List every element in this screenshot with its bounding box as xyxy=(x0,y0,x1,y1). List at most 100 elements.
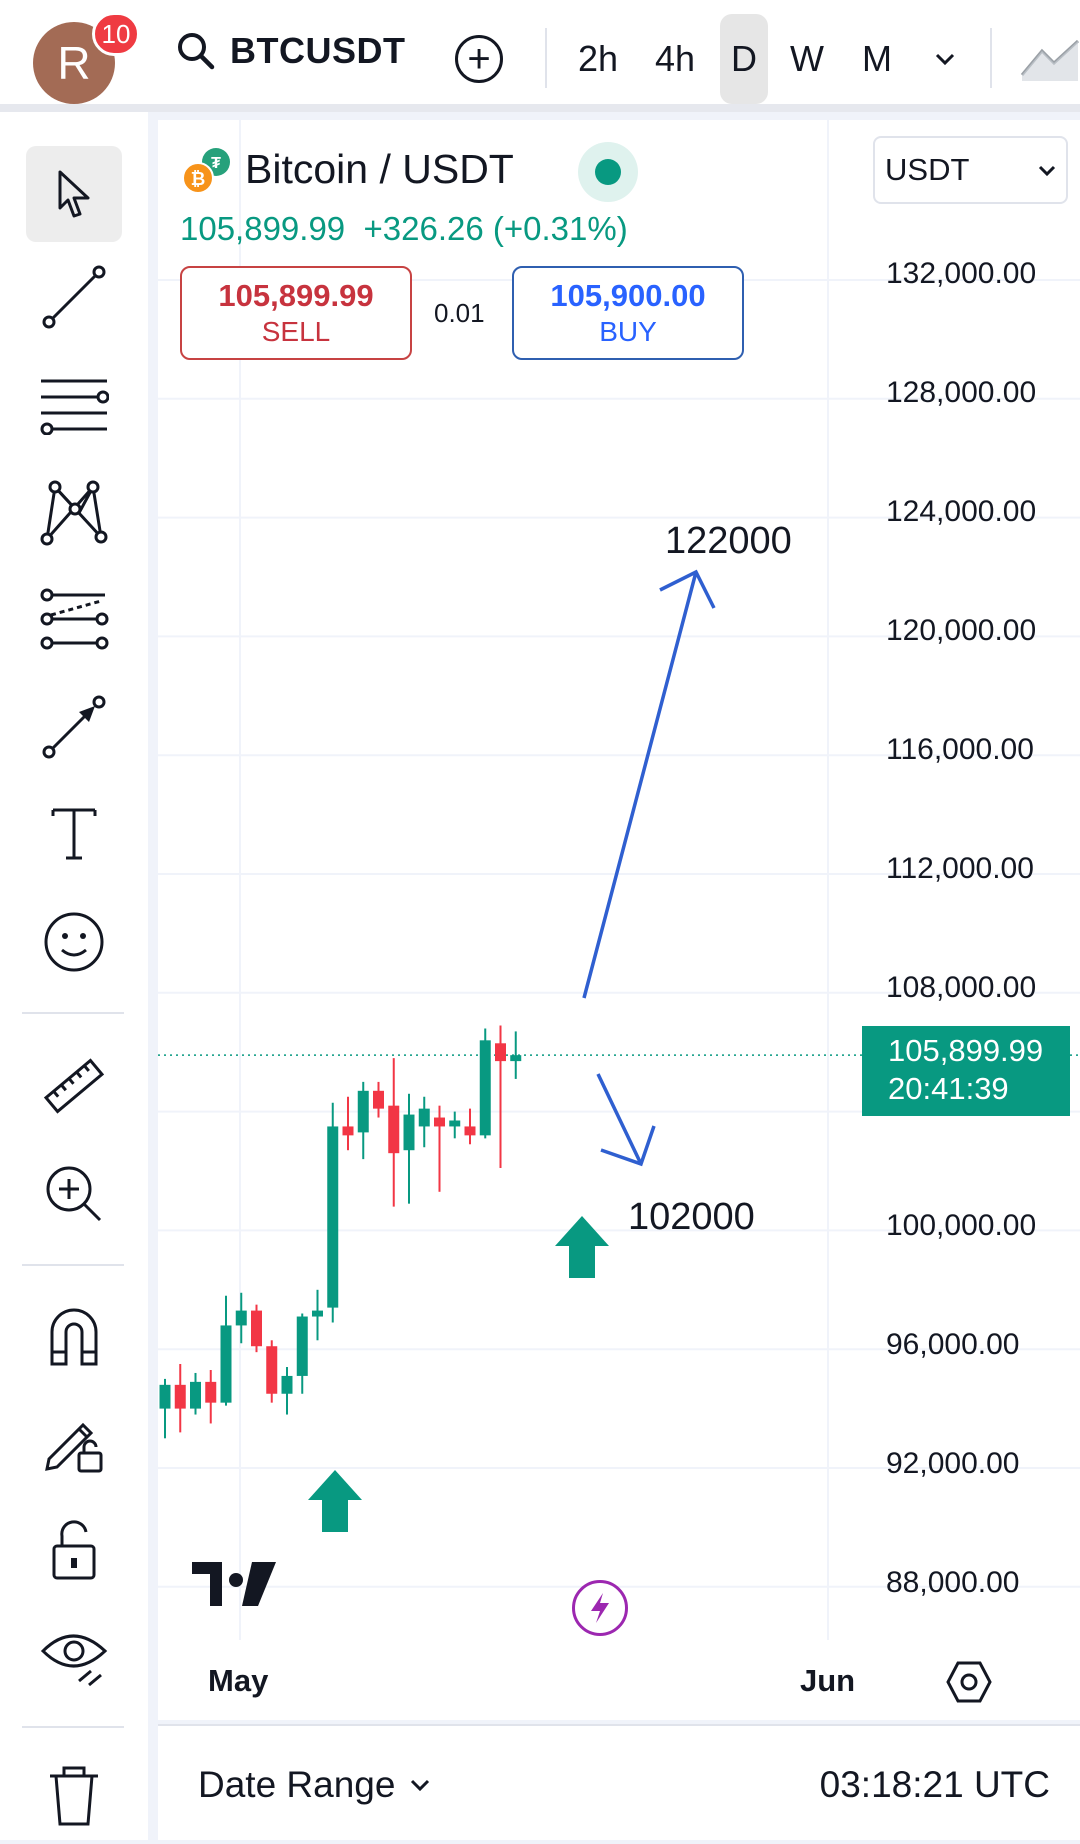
timeframe-4h[interactable]: 4h xyxy=(654,38,696,79)
projection-line-down xyxy=(596,1073,643,1165)
sell-label: SELL xyxy=(261,316,331,347)
price-axis-label: 128,000.00 xyxy=(886,376,1037,409)
last-price-tag: 105,899.99 20:41:39 xyxy=(862,1026,1070,1116)
trend-line-tool[interactable] xyxy=(26,249,122,345)
chart-pane[interactable] xyxy=(158,120,1080,1720)
trash-icon xyxy=(50,1766,98,1826)
top-bar: R 10 BTCUSDT + 2h 4h D W M xyxy=(0,0,1080,112)
cursor-tool[interactable] xyxy=(26,146,122,242)
price-axis-label: 100,000.00 xyxy=(886,1209,1037,1242)
price-axis-label: 88,000.00 xyxy=(886,1566,1020,1599)
search-icon xyxy=(178,33,215,70)
lightning-icon xyxy=(591,1593,609,1623)
pencil-lock-icon xyxy=(45,1422,103,1473)
unlock-icon xyxy=(52,1520,96,1580)
candle-body xyxy=(388,1105,400,1154)
buy-button[interactable]: 105,900.00 BUY xyxy=(512,266,744,360)
date-range-label: Date Range xyxy=(198,1764,396,1805)
change-value: +326.26 (+0.31%) xyxy=(363,210,628,247)
target-up-label[interactable]: 122000 xyxy=(665,520,792,562)
candle-body xyxy=(159,1384,171,1409)
delete-tool[interactable] xyxy=(26,1748,122,1844)
lock-drawing-tool[interactable] xyxy=(26,1394,122,1490)
text-tool[interactable] xyxy=(26,786,122,882)
smiley-icon xyxy=(44,912,104,972)
candle-body xyxy=(281,1375,293,1394)
avatar-letter: R xyxy=(57,37,91,89)
drawing-toolbar xyxy=(0,112,148,1840)
emoji-tool[interactable] xyxy=(26,894,122,990)
toolbar-divider xyxy=(22,1726,124,1728)
candle-body xyxy=(373,1090,384,1109)
forecast-tool[interactable] xyxy=(26,572,122,668)
price-axis-label: 96,000.00 xyxy=(886,1328,1020,1361)
parallel-lines-tool[interactable] xyxy=(26,357,122,453)
bitcoin-tether-icon: ₮ ₿ xyxy=(182,148,230,194)
add-symbol-button[interactable]: + xyxy=(455,35,503,83)
quick-trade-button[interactable] xyxy=(572,1580,628,1636)
cursor-icon xyxy=(58,170,90,218)
projection-arrowhead-down xyxy=(600,1125,656,1167)
buy-signal-arrow-icon xyxy=(308,1470,362,1532)
candle-body xyxy=(220,1325,232,1403)
chart-type-button[interactable] xyxy=(1018,14,1080,104)
candle-body xyxy=(235,1310,247,1326)
bar-countdown: 20:41:39 xyxy=(888,1071,1009,1106)
lock-all-tool[interactable] xyxy=(26,1502,122,1598)
pattern-tool[interactable] xyxy=(26,464,122,560)
spread-value: 0.01 xyxy=(434,298,485,328)
arrow-line-icon xyxy=(42,695,106,759)
svg-text:₮: ₮ xyxy=(211,155,221,172)
symbol-name: BTCUSDT xyxy=(230,30,406,71)
timeframe-w[interactable]: W xyxy=(790,38,824,79)
target-down-label[interactable]: 102000 xyxy=(628,1196,755,1238)
price-axis-label: 112,000.00 xyxy=(886,852,1034,885)
candle-body xyxy=(449,1120,461,1127)
arrow-tool[interactable] xyxy=(26,679,122,775)
projection-line-up xyxy=(582,571,698,999)
timeframe-m[interactable]: M xyxy=(862,38,892,79)
candle-body xyxy=(495,1043,506,1062)
last-price: 105,899.99 xyxy=(180,210,346,247)
bottom-bar: Date Range 03:18:21 UTC xyxy=(158,1724,1080,1840)
chevron-down-icon xyxy=(935,53,955,66)
timeframe-2h[interactable]: 2h xyxy=(577,38,619,79)
symbol-search[interactable]: BTCUSDT xyxy=(176,30,405,72)
time-axis-label: May xyxy=(208,1663,269,1698)
candle-body xyxy=(510,1055,522,1062)
price-chart[interactable] xyxy=(158,120,1080,1720)
candle-body xyxy=(205,1381,217,1403)
visibility-tool[interactable] xyxy=(26,1608,122,1704)
sell-button[interactable]: 105,899.99 SELL xyxy=(180,266,412,360)
buy-signal-arrow-icon xyxy=(555,1216,609,1278)
notification-badge: 10 xyxy=(92,12,140,56)
date-range-button[interactable]: Date Range xyxy=(198,1764,431,1806)
magnet-icon xyxy=(50,1308,98,1366)
eye-icon xyxy=(40,1634,108,1687)
candle-body xyxy=(464,1126,476,1136)
measure-tool[interactable] xyxy=(26,1038,122,1134)
utc-clock[interactable]: 03:18:21 UTC xyxy=(819,1764,1050,1805)
candle-body xyxy=(251,1310,262,1347)
candle-body xyxy=(296,1316,308,1376)
zoom-tool[interactable] xyxy=(26,1146,122,1242)
candle-body xyxy=(327,1126,339,1308)
svg-text:₿: ₿ xyxy=(191,169,206,189)
chevron-down-icon xyxy=(411,1779,430,1792)
symbol-title: Bitcoin / USDT xyxy=(245,146,514,192)
horizontal-lines-icon xyxy=(40,379,109,435)
candle-body xyxy=(174,1384,186,1409)
magnet-tool[interactable] xyxy=(26,1288,122,1384)
timeframe-dropdown[interactable] xyxy=(925,14,965,104)
candle-body xyxy=(342,1126,354,1136)
price-axis-label: 116,000.00 xyxy=(886,733,1034,766)
market-open-dot-icon xyxy=(595,159,621,185)
market-status[interactable] xyxy=(578,142,638,202)
timeframe-d[interactable]: D xyxy=(720,14,768,104)
projection-icon xyxy=(40,588,109,650)
chart-settings-button[interactable] xyxy=(946,1660,992,1709)
candle-body xyxy=(418,1108,430,1127)
currency-select[interactable]: USDT xyxy=(873,136,1068,204)
candle-body xyxy=(266,1346,278,1394)
candle-body xyxy=(190,1381,201,1409)
